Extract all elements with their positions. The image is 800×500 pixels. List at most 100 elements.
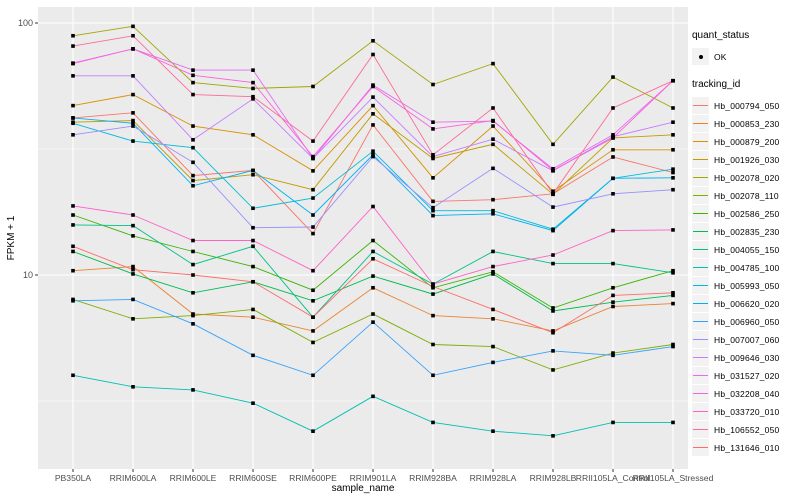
data-point (431, 199, 435, 204)
data-point (371, 149, 375, 153)
data-point (71, 74, 75, 78)
data-point (371, 112, 375, 116)
data-point (431, 176, 435, 180)
data-point (131, 267, 135, 272)
data-point (431, 313, 435, 318)
legend-item-label: Hb_004785_100 (714, 262, 780, 273)
data-point (611, 155, 615, 159)
data-point (611, 293, 615, 298)
data-point (431, 154, 435, 159)
series-line-icon (692, 385, 709, 402)
data-point (131, 297, 135, 302)
data-point (551, 192, 555, 196)
data-point (611, 300, 615, 304)
data-point (191, 313, 195, 318)
series-line-icon (692, 295, 709, 312)
data-point (491, 106, 495, 110)
data-point (491, 211, 495, 216)
data-point (71, 44, 75, 48)
data-point (671, 420, 675, 425)
data-point (311, 288, 315, 293)
x-tick-label: PB350LA (55, 473, 92, 483)
x-tick-label: RRIM600LE (170, 473, 217, 483)
data-point (491, 307, 495, 312)
data-point (131, 74, 135, 78)
legend-item-label: Hb_106552_050 (714, 424, 780, 435)
data-point (311, 231, 315, 236)
legend-item: Hb_002078_110 (692, 187, 798, 204)
series-line-icon (692, 313, 709, 330)
legend-item: Hb_001926_030 (692, 151, 798, 168)
data-point (611, 351, 615, 355)
y-axis-title: FPKM + 1 (6, 215, 17, 260)
data-point (671, 176, 675, 180)
data-point (251, 238, 255, 243)
data-point (191, 183, 195, 188)
data-point (311, 373, 315, 378)
data-point (551, 329, 555, 333)
data-point (551, 330, 555, 335)
legend-item: Hb_006960_050 (692, 313, 798, 330)
data-point (431, 152, 435, 157)
series-line-icon (692, 205, 709, 222)
legend-item: Hb_005993_050 (692, 277, 798, 294)
x-axis-title: sample_name (332, 483, 395, 494)
data-point (131, 139, 135, 143)
series-line-icon (692, 331, 709, 348)
data-point (671, 268, 675, 273)
data-point (431, 342, 435, 347)
series-line-icon (692, 241, 709, 258)
data-point (371, 274, 375, 278)
data-point (671, 228, 675, 232)
data-point (311, 196, 315, 200)
data-point (251, 68, 255, 72)
legend-item-label: Hb_000879_200 (714, 136, 780, 147)
data-point (611, 136, 615, 140)
data-point (251, 279, 255, 284)
legend-item: Hb_000879_200 (692, 133, 798, 150)
data-point (551, 261, 555, 266)
data-point (551, 349, 555, 353)
data-point (311, 169, 315, 173)
data-point (371, 95, 375, 99)
data-point (551, 309, 555, 313)
data-point (491, 269, 495, 274)
data-point (251, 244, 255, 249)
legend: quant_status OK tracking_id Hb_000794_05… (692, 30, 798, 470)
data-point (431, 373, 435, 378)
data-point (131, 111, 135, 115)
data-point (431, 120, 435, 124)
data-point (71, 244, 75, 249)
data-point (311, 429, 315, 433)
series-line-icon (692, 115, 709, 132)
data-point (191, 178, 195, 183)
legend-item-label: Hb_006960_050 (714, 316, 780, 327)
legend-item: Hb_031527_020 (692, 367, 798, 384)
legend-item-ok: OK (692, 48, 798, 65)
legend-item: Hb_000853_230 (692, 115, 798, 132)
ok-point-icon (692, 48, 709, 65)
data-point (71, 133, 75, 137)
data-point (191, 145, 195, 150)
legend-item-label: Hb_007007_060 (714, 334, 780, 345)
y-tick-label: 100 (18, 18, 33, 28)
data-point (491, 197, 495, 202)
data-point (671, 342, 675, 347)
data-point (131, 118, 135, 123)
data-point (431, 127, 435, 131)
data-point (371, 238, 375, 243)
data-point (611, 304, 615, 309)
data-point (71, 213, 75, 217)
legend-item-label: Hb_006620_020 (714, 298, 780, 309)
data-point (71, 204, 75, 208)
data-point (671, 293, 675, 298)
data-point (431, 292, 435, 296)
data-point (491, 124, 495, 128)
data-point (71, 373, 75, 378)
data-point (671, 167, 675, 171)
data-point (371, 38, 375, 43)
data-point (191, 80, 195, 85)
data-point (371, 285, 375, 290)
y-tick-label: 10 (23, 270, 33, 280)
data-point (671, 147, 675, 152)
